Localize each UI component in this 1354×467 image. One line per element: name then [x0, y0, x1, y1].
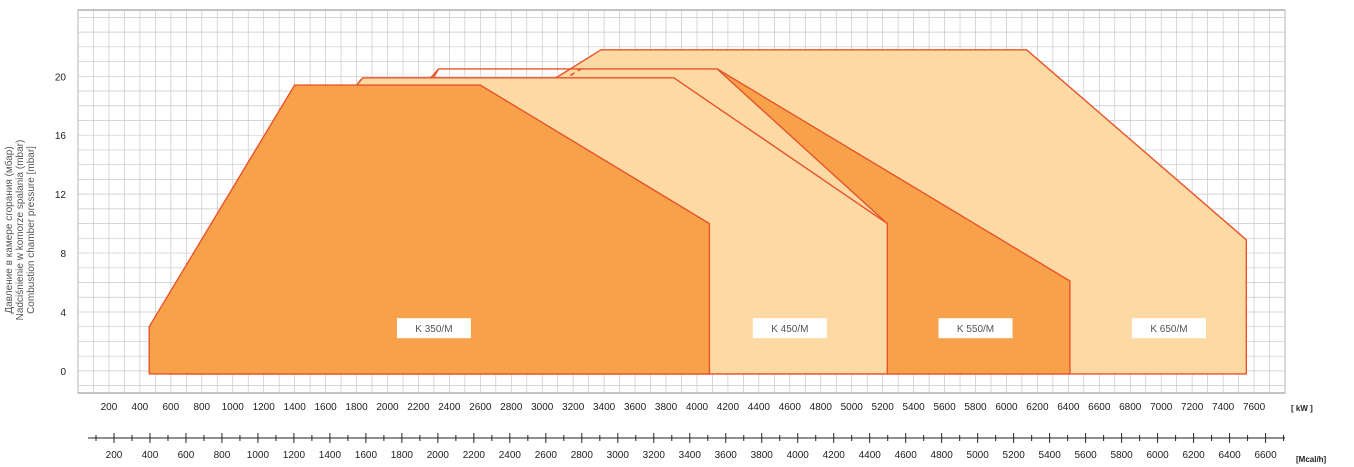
x-tick-label: 3400 — [593, 402, 616, 413]
x-tick-label: 6400 — [1057, 402, 1080, 413]
mcal-tick-label: 6400 — [1218, 450, 1241, 461]
x-tick-label: 400 — [132, 402, 149, 413]
label-k-350-m: K 350/M — [415, 324, 452, 335]
mcal-tick-label: 600 — [178, 450, 195, 461]
mcal-tick-label: 6000 — [1146, 450, 1169, 461]
x-tick-label: 3800 — [655, 402, 678, 413]
x-tick-label: 7400 — [1212, 402, 1235, 413]
chart-axes: 0 4 8 12 16 20 200 400 600 800 1000 1200 1400 1600 180… — [55, 72, 1285, 461]
mcal-tick-label: 4800 — [931, 450, 954, 461]
x-tick-label: 2400 — [438, 402, 461, 413]
x-tick-label: 4200 — [717, 402, 740, 413]
y-axis-title: Давление в камере сгорания (мбар) Nadciś… — [3, 140, 37, 321]
x-tick-label: 6000 — [995, 402, 1018, 413]
x-tick-label: 4000 — [686, 402, 709, 413]
mcal-tick-label: 2600 — [535, 450, 558, 461]
x-tick-label: 3600 — [624, 402, 647, 413]
mcal-tick-label: 5000 — [967, 450, 990, 461]
x-tick-label: 800 — [193, 402, 210, 413]
mcal-tick-label: 2000 — [427, 450, 450, 461]
mcal-tick-label: 5600 — [1075, 450, 1098, 461]
label-k-550-m: K 550/M — [957, 324, 994, 335]
x-tick-label: 2200 — [407, 402, 430, 413]
x-tick-label: 3200 — [562, 402, 585, 413]
area-k-350-m — [148, 84, 711, 375]
series-labels: K 650/M K 550/M K 450/M K 350/M — [396, 318, 1206, 339]
mcal-tick-label: 1800 — [391, 450, 414, 461]
x-tick-label: 7200 — [1181, 402, 1204, 413]
mcal-tick-label: 1200 — [283, 450, 306, 461]
x-tick-label: 600 — [163, 402, 180, 413]
mcal-tick-label: 3800 — [751, 450, 774, 461]
mcal-tick-label: 5200 — [1003, 450, 1026, 461]
x-tick-label: 5600 — [933, 402, 956, 413]
mcal-tick-label: 3600 — [715, 450, 738, 461]
y-tick-label: 0 — [60, 367, 66, 378]
chart-areas — [148, 49, 1248, 375]
x-tick-label: 2600 — [469, 402, 492, 413]
x-tick-label: 6800 — [1119, 402, 1142, 413]
mcal-tick-label: 3000 — [607, 450, 630, 461]
x-tick-label: 1000 — [222, 402, 245, 413]
label-box-k-550-m — [938, 318, 1013, 339]
x-tick-label: 1400 — [284, 402, 307, 413]
label-box-k-350-m — [396, 318, 471, 339]
mcal-tick-label: 4600 — [895, 450, 918, 461]
y-axis-title-line-3: Combustion chamber pressure [mbar] — [26, 146, 37, 314]
y-tick-label: 8 — [60, 249, 66, 260]
x-tick-label: 5400 — [902, 402, 925, 413]
mcal-tick-label: 6600 — [1254, 450, 1277, 461]
mcal-tick-label: 800 — [214, 450, 231, 461]
mcal-tick-label: 4200 — [823, 450, 846, 461]
label-k-450-m: K 450/M — [771, 324, 808, 335]
mcal-tick-label: 200 — [106, 450, 123, 461]
x-tick-label: 1200 — [253, 402, 276, 413]
x-tick-label: 4600 — [779, 402, 802, 413]
mcal-tick-label: 1000 — [247, 450, 270, 461]
x-tick-label: 1600 — [314, 402, 337, 413]
y-axis-title-line-2: Nadciśnienie w komorze spalania (mbar) — [15, 140, 26, 321]
label-box-k-650-m — [1131, 318, 1206, 339]
mcal-tick-label: 1600 — [355, 450, 378, 461]
y-tick-label: 16 — [55, 131, 67, 142]
x-tick-label: 7600 — [1243, 402, 1266, 413]
y-tick-label: 20 — [55, 72, 67, 83]
x-tick-label: 2000 — [376, 402, 399, 413]
mcal-tick-label: 400 — [142, 450, 159, 461]
x-tick-label: 200 — [101, 402, 118, 413]
mcal-tick-label: 6200 — [1182, 450, 1205, 461]
x-tick-label: 4400 — [748, 402, 771, 413]
y-tick-label: 4 — [60, 308, 66, 319]
x-tick-label: 1800 — [345, 402, 368, 413]
x-tick-label: 6200 — [1026, 402, 1049, 413]
x-tick-label: 5800 — [964, 402, 987, 413]
mcal-tick-label: 5400 — [1039, 450, 1062, 461]
mcal-tick-label: 2200 — [463, 450, 486, 461]
mcal-tick-label: 5800 — [1110, 450, 1133, 461]
x-tick-label: 5200 — [872, 402, 895, 413]
mcal-tick-label: 1400 — [319, 450, 342, 461]
mcal-tick-label: 4400 — [859, 450, 882, 461]
x-tick-label: 6600 — [1088, 402, 1111, 413]
mcal-tick-label: 4000 — [787, 450, 810, 461]
label-box-k-450-m — [752, 318, 827, 339]
mcal-tick-label: 2400 — [499, 450, 522, 461]
label-k-650-m: K 650/M — [1150, 324, 1187, 335]
x-axis-unit-mcal: [Mcal/h] — [1296, 455, 1327, 464]
mcal-tick-label: 3200 — [643, 450, 666, 461]
x-tick-label: 2800 — [500, 402, 523, 413]
y-axis-title-line-1: Давление в камере сгорания (мбар) — [3, 146, 15, 313]
x-tick-label: 3000 — [531, 402, 554, 413]
y-tick-label: 12 — [55, 190, 67, 201]
x-tick-label: 5000 — [841, 402, 864, 413]
x-tick-label: 4800 — [810, 402, 833, 413]
x-tick-label: 7000 — [1150, 402, 1173, 413]
mcal-tick-label: 2800 — [571, 450, 594, 461]
mcal-tick-label: 3400 — [679, 450, 702, 461]
x-axis-unit-kw: [ kW ] — [1291, 404, 1313, 413]
